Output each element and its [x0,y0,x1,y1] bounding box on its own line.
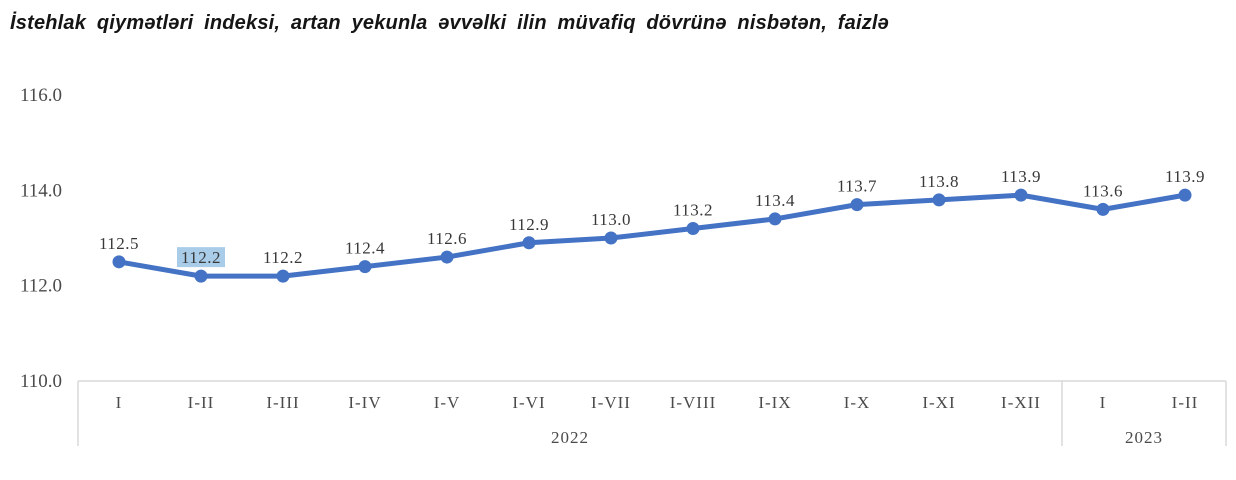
data-label: 113.0 [591,210,631,229]
data-label: 113.9 [1165,167,1205,186]
data-point-marker [850,198,864,212]
y-axis-tick-label: 116.0 [20,85,62,106]
data-label: 113.2 [673,200,713,219]
label-selection-highlight [177,247,225,268]
data-point-marker [768,212,782,226]
data-point-marker [1014,188,1028,202]
data-label: 112.2 [181,248,221,267]
data-label: 112.5 [99,234,139,253]
x-category-label: I [1100,393,1107,412]
series-line [116,192,1188,279]
y-axis-tick-label: 110.0 [20,371,62,392]
x-category-label: I-X [844,393,871,412]
data-label: 112.2 [263,248,303,267]
x-category-label: I-VII [591,393,631,412]
x-category-label: I [116,393,123,412]
data-point-marker [358,260,372,274]
data-point-marker [604,231,618,245]
data-point-marker [112,255,126,269]
data-point-marker [440,250,454,264]
data-point-marker [276,269,290,283]
data-point-marker [686,221,700,235]
data-label: 112.9 [509,215,549,234]
x-category-label: I-II [188,393,215,412]
x-category-label: I-IX [758,393,791,412]
data-label: 113.6 [1083,181,1123,200]
data-label: 113.4 [755,191,795,210]
data-label: 113.9 [1001,167,1041,186]
data-label: 112.6 [427,229,467,248]
data-label: 113.8 [919,172,959,191]
data-point-marker [1096,202,1110,216]
x-category-label: I-II [1172,393,1199,412]
data-point-marker [1178,188,1192,202]
x-category-label: I-XII [1001,393,1041,412]
year-label: 2022 [551,428,589,447]
data-point-marker [194,269,208,283]
x-category-label: I-XI [922,393,955,412]
data-label: 112.4 [345,239,385,258]
x-category-label: I-III [266,393,299,412]
year-label: 2023 [1125,428,1163,447]
data-point-marker [932,193,946,207]
x-category-label: I-V [434,393,461,412]
data-point-marker [522,236,536,250]
y-axis-tick-label: 112.0 [20,276,62,297]
x-category-label: I-VI [512,393,545,412]
data-label: 113.7 [837,177,877,196]
x-category-label: I-IV [348,393,381,412]
x-category-label: I-VIII [670,393,717,412]
chart-title: İstehlak qiymətləri indeksi, artan yekun… [10,12,889,34]
y-axis-tick-label: 114.0 [20,180,62,201]
